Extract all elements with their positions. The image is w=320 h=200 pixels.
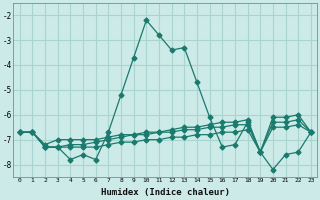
- X-axis label: Humidex (Indice chaleur): Humidex (Indice chaleur): [101, 188, 230, 197]
